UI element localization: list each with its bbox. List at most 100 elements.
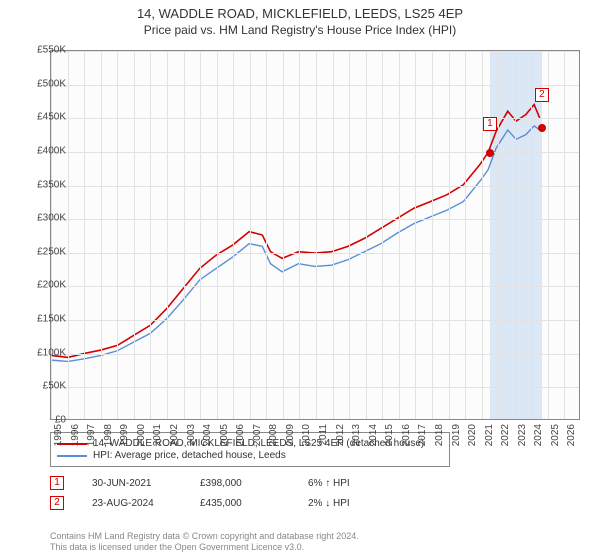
gridline-v xyxy=(167,51,168,419)
legend-label-hpi: HPI: Average price, detached house, Leed… xyxy=(93,450,286,461)
xtick-label: 2026 xyxy=(566,424,577,446)
xtick-label: 1998 xyxy=(103,424,114,446)
xtick-label: 2014 xyxy=(368,424,379,446)
gridline-v xyxy=(200,51,201,419)
gridline-v xyxy=(283,51,284,419)
ytick-label: £400K xyxy=(37,145,66,156)
ytick-label: £50K xyxy=(43,381,66,392)
gridline-v xyxy=(531,51,532,419)
ytick-label: £450K xyxy=(37,112,66,123)
ytick-label: £150K xyxy=(37,314,66,325)
gridline-v xyxy=(250,51,251,419)
transaction-marker-label: 2 xyxy=(535,88,549,102)
xtick-label: 2021 xyxy=(484,424,495,446)
gridline-v xyxy=(101,51,102,419)
gridline-h xyxy=(51,320,579,321)
xtick-label: 2015 xyxy=(384,424,395,446)
footer-attribution: Contains HM Land Registry data © Crown c… xyxy=(50,531,359,554)
gridline-v xyxy=(134,51,135,419)
gridline-h xyxy=(51,152,579,153)
xtick-label: 2019 xyxy=(451,424,462,446)
ytick-label: £250K xyxy=(37,246,66,257)
gridline-v xyxy=(217,51,218,419)
table-row: 2 23-AUG-2024 £435,000 2% ↓ HPI xyxy=(50,496,388,510)
xtick-label: 2022 xyxy=(500,424,511,446)
gridline-v xyxy=(465,51,466,419)
gridline-v xyxy=(449,51,450,419)
footer-line2: This data is licensed under the Open Gov… xyxy=(50,542,359,554)
xtick-label: 2001 xyxy=(152,424,163,446)
chart-lines-svg xyxy=(51,51,579,419)
gridline-h xyxy=(51,219,579,220)
xtick-label: 1997 xyxy=(86,424,97,446)
xtick-label: 1996 xyxy=(70,424,81,446)
gridline-v xyxy=(415,51,416,419)
xtick-label: 1999 xyxy=(119,424,130,446)
gridline-v xyxy=(482,51,483,419)
xtick-label: 2017 xyxy=(417,424,428,446)
gridline-v xyxy=(150,51,151,419)
gridline-v xyxy=(366,51,367,419)
gridline-h xyxy=(51,51,579,52)
xtick-label: 2013 xyxy=(351,424,362,446)
xtick-label: 2023 xyxy=(517,424,528,446)
gridline-v xyxy=(515,51,516,419)
transaction-date: 23-AUG-2024 xyxy=(92,498,172,509)
transaction-change: 6% ↑ HPI xyxy=(308,478,388,489)
xtick-label: 2007 xyxy=(252,424,263,446)
xtick-label: 2004 xyxy=(202,424,213,446)
gridline-h xyxy=(51,286,579,287)
table-row: 1 30-JUN-2021 £398,000 6% ↑ HPI xyxy=(50,476,388,490)
gridline-v xyxy=(316,51,317,419)
gridline-v xyxy=(349,51,350,419)
gridline-v xyxy=(498,51,499,419)
xtick-label: 2010 xyxy=(301,424,312,446)
gridline-v xyxy=(117,51,118,419)
ytick-label: £300K xyxy=(37,213,66,224)
footer-line1: Contains HM Land Registry data © Crown c… xyxy=(50,531,359,543)
gridline-v xyxy=(432,51,433,419)
gridline-h xyxy=(51,387,579,388)
xtick-label: 1995 xyxy=(53,424,64,446)
transaction-price: £435,000 xyxy=(200,498,280,509)
gridline-v xyxy=(564,51,565,419)
chart-container: 14, WADDLE ROAD, MICKLEFIELD, LEEDS, LS2… xyxy=(0,0,600,560)
xtick-label: 2025 xyxy=(550,424,561,446)
transaction-marker-dot xyxy=(486,149,494,157)
transaction-marker-dot xyxy=(538,124,546,132)
gridline-v xyxy=(51,51,52,419)
gridline-v xyxy=(548,51,549,419)
xtick-label: 2024 xyxy=(533,424,544,446)
transaction-table: 1 30-JUN-2021 £398,000 6% ↑ HPI 2 23-AUG… xyxy=(50,476,388,516)
xtick-label: 2011 xyxy=(318,424,329,446)
gridline-v xyxy=(233,51,234,419)
xtick-label: 2012 xyxy=(335,424,346,446)
transaction-price: £398,000 xyxy=(200,478,280,489)
transaction-marker-label: 1 xyxy=(483,117,497,131)
xtick-label: 2009 xyxy=(285,424,296,446)
gridline-v xyxy=(399,51,400,419)
gridline-h xyxy=(51,118,579,119)
ytick-label: £100K xyxy=(37,347,66,358)
gridline-v xyxy=(299,51,300,419)
gridline-v xyxy=(333,51,334,419)
xtick-label: 2005 xyxy=(219,424,230,446)
gridline-v xyxy=(84,51,85,419)
legend-row-hpi: HPI: Average price, detached house, Leed… xyxy=(57,450,443,461)
xtick-label: 2008 xyxy=(268,424,279,446)
title-block: 14, WADDLE ROAD, MICKLEFIELD, LEEDS, LS2… xyxy=(0,0,600,37)
gridline-v xyxy=(184,51,185,419)
gridline-v xyxy=(266,51,267,419)
ytick-label: £500K xyxy=(37,78,66,89)
chart-subtitle: Price paid vs. HM Land Registry's House … xyxy=(0,23,600,37)
chart-plot-area: 12 xyxy=(50,50,580,420)
xtick-label: 2003 xyxy=(186,424,197,446)
xtick-label: 2018 xyxy=(434,424,445,446)
xtick-label: 2016 xyxy=(401,424,412,446)
xtick-label: 2000 xyxy=(136,424,147,446)
legend-swatch-hpi xyxy=(57,455,87,457)
xtick-label: 2020 xyxy=(467,424,478,446)
series-line-hpi xyxy=(51,126,539,362)
gridline-h xyxy=(51,253,579,254)
gridline-v xyxy=(68,51,69,419)
